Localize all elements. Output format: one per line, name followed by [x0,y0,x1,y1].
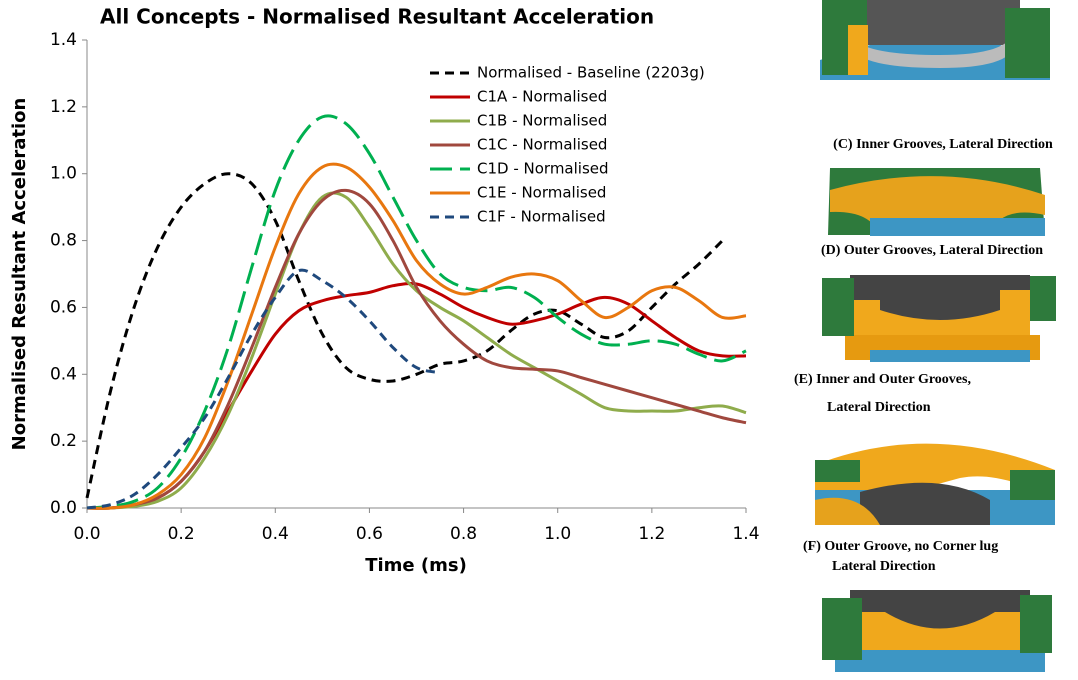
page: All Concepts - Normalised Resultant Acce… [0,0,1078,680]
x-tick-label: 0.8 [450,524,477,544]
x-tick-label: 0.0 [73,524,100,544]
caption: (D) Outer Grooves, Lateral Direction [821,243,1043,258]
x-tick-label: 1.2 [638,524,665,544]
caption: (F) Outer Groove, no Corner lug [803,539,998,554]
legend-label: C1B - Normalised [477,112,607,130]
legend-label: C1E - Normalised [477,184,606,202]
side-image [822,590,1052,672]
legend-label: Normalised - Baseline (2203g) [477,64,705,82]
x-tick-label: 0.4 [262,524,289,544]
y-tick-label: 0.6 [50,297,77,317]
y-tick-label: 0.2 [50,431,77,451]
side-image [820,0,1050,80]
y-tick-label: 1.4 [50,30,77,50]
caption: Lateral Direction [832,559,936,574]
y-tick-label: 1.0 [50,164,77,184]
caption: (E) Inner and Outer Grooves, [794,372,971,387]
caption: (C) Inner Grooves, Lateral Direction [833,137,1053,152]
y-tick-label: 1.2 [50,97,77,117]
chart-title: All Concepts - Normalised Resultant Acce… [100,5,654,29]
y-tick-label: 0.4 [50,364,77,384]
legend-label: C1C - Normalised [477,136,607,154]
x-tick-label: 0.6 [356,524,383,544]
y-axis-label: Normalised Resultant Acceleration [9,98,30,451]
x-tick-label: 1.4 [732,524,759,544]
legend-label: C1D - Normalised [477,160,609,178]
legend-label: C1A - Normalised [477,88,607,106]
legend-label: C1F - Normalised [477,208,606,226]
chart: All Concepts - Normalised Resultant Acce… [0,0,1078,680]
x-tick-label: 0.2 [168,524,195,544]
y-tick-label: 0.8 [50,231,77,251]
side-image [822,275,1056,362]
caption: Lateral Direction [827,400,931,415]
side-image [828,168,1045,236]
x-tick-label: 1.0 [544,524,571,544]
x-axis-label: Time (ms) [365,555,467,576]
y-tick-label: 0.0 [50,498,77,518]
